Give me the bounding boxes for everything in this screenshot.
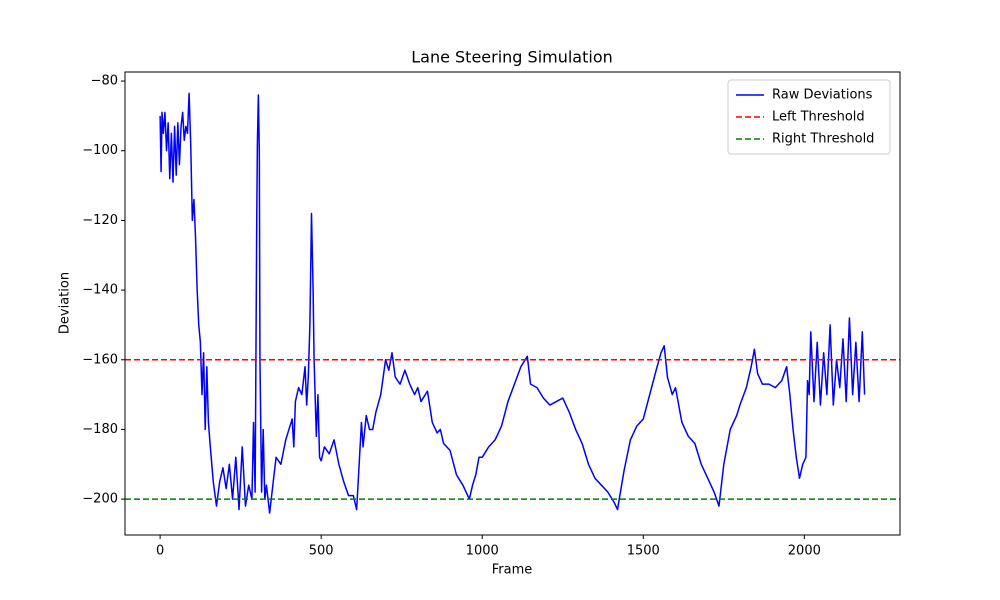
y-tick-label: −160 (82, 352, 118, 367)
y-tick-label: −200 (82, 492, 118, 507)
y-tick-label: −100 (82, 143, 118, 158)
y-tick-label: −80 (91, 74, 118, 89)
y-tick-label: −180 (82, 422, 118, 437)
x-tick-label: 0 (156, 544, 164, 559)
legend-label: Right Threshold (772, 132, 874, 147)
chart-title: Lane Steering Simulation (411, 48, 613, 67)
legend-box (727, 79, 891, 155)
x-tick-label: 1000 (466, 544, 499, 559)
x-tick-label: 1500 (627, 544, 660, 559)
y-axis-label: Deviation (58, 272, 73, 334)
x-tick-label: 2000 (788, 544, 821, 559)
x-axis-label: Frame (492, 563, 533, 578)
data-line (159, 92, 866, 514)
plot-frame (124, 71, 901, 536)
y-tick-label: −140 (82, 283, 118, 298)
x-tick-label: 500 (309, 544, 334, 559)
legend-label: Left Threshold (772, 110, 865, 125)
legend-label: Raw Deviations (772, 88, 873, 103)
y-tick-label: −120 (82, 213, 118, 228)
